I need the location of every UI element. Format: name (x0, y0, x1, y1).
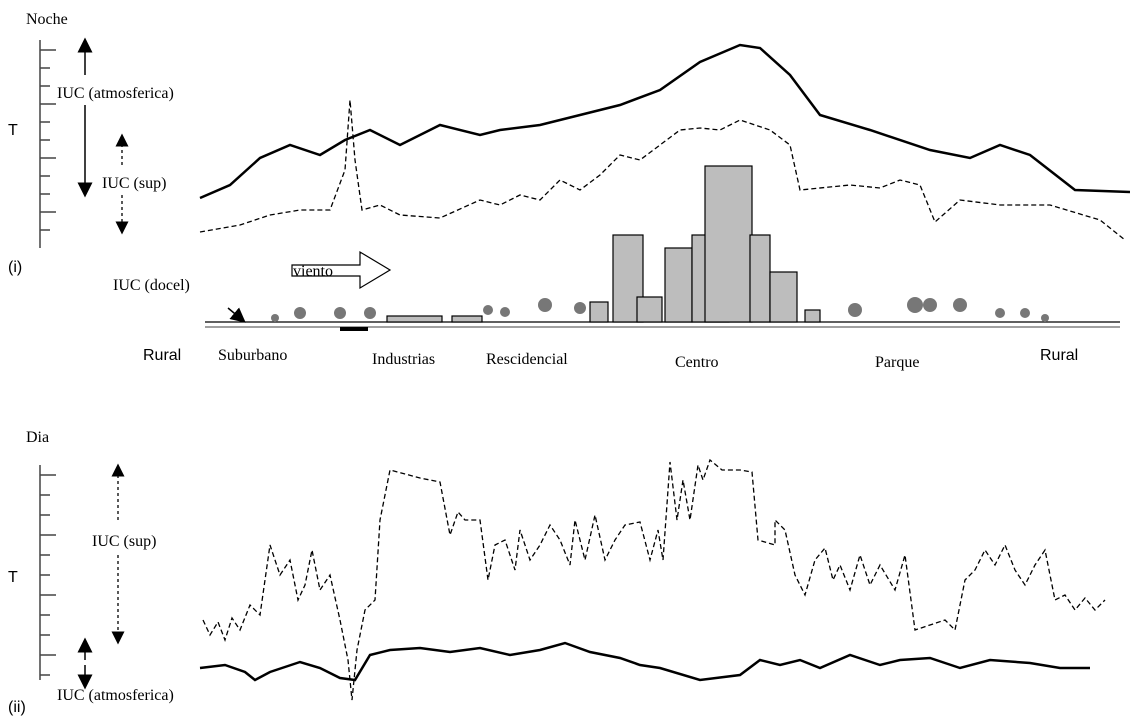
surface-curve (202, 458, 1106, 701)
wind-label: viento (293, 263, 333, 280)
atmospheric-curve (199, 43, 1130, 200)
axis-label: T (8, 569, 18, 586)
zone-label: Rescidencial (486, 351, 568, 368)
axis-ticks (40, 49, 56, 231)
zone-label: Parque (875, 354, 919, 371)
wind-arrow (291, 250, 392, 290)
annotation: IUC (sup) (92, 533, 156, 550)
panel-label: (i) (8, 259, 22, 276)
axis-label: T (8, 122, 18, 139)
zone-label: Suburbano (218, 347, 287, 364)
buildings (386, 165, 821, 323)
annotation: IUC (atmosferica) (57, 85, 174, 102)
road (340, 327, 368, 331)
panel-title: Noche (26, 11, 68, 28)
zone-label: Centro (675, 354, 719, 371)
panel-label: (ii) (8, 699, 26, 716)
trees (271, 297, 1049, 322)
arrow (227, 307, 246, 323)
panel-title: Dia (26, 429, 49, 446)
panel-night: Noche T (i) IUC (atmosferica) IUC (sup) … (8, 11, 1130, 371)
atmospheric-curve (199, 641, 1090, 682)
axis-ticks (40, 474, 56, 676)
annotation: IUC (docel) (113, 277, 190, 294)
zone-label: Industrias (372, 351, 435, 368)
surface-curve (199, 99, 1126, 241)
annotation: IUC (atmosferica) (57, 687, 174, 704)
zone-label: Rural (143, 347, 181, 364)
zone-label: Rural (1040, 347, 1078, 364)
annotation: IUC (sup) (102, 175, 166, 192)
panel-day: Dia T (ii) IUC (sup) IUC (atmosferica) (8, 429, 1106, 716)
